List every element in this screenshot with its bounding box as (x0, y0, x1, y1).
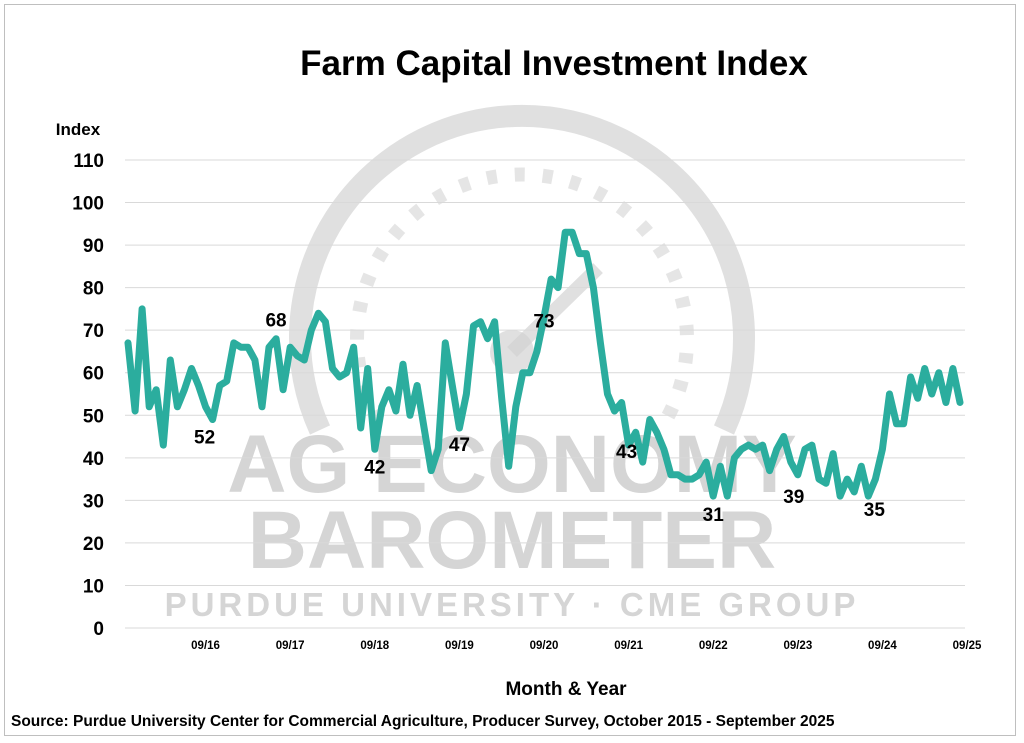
series-group (124, 228, 964, 500)
y-tick-label: 70 (83, 321, 104, 342)
series-line (124, 228, 964, 500)
gauge-icon (289, 104, 755, 435)
gridlines (125, 159, 965, 629)
y-tick-label: 100 (72, 194, 104, 215)
y-tick-label: 30 (83, 491, 104, 512)
y-axis-label: Index (56, 120, 101, 139)
y-tick-label: 60 (83, 364, 104, 385)
data-label: 52 (194, 428, 215, 449)
x-tick-label: 09/22 (699, 640, 728, 652)
y-tick-label: 50 (83, 406, 104, 427)
y-axis-ticks: 0 10 20 30 40 50 60 70 80 90 100 110 (72, 151, 104, 640)
data-label: 73 (533, 311, 554, 332)
x-tick-label: 09/24 (868, 640, 897, 652)
x-tick-label: 09/18 (360, 640, 389, 652)
data-label: 42 (364, 457, 385, 478)
x-axis-label: Month & Year (505, 679, 627, 700)
watermark-line2: BAROMETER (248, 495, 776, 586)
x-tick-label: 09/16 (191, 640, 220, 652)
data-label: 47 (449, 435, 470, 456)
y-tick-label: 20 (83, 534, 104, 555)
data-label: 35 (864, 500, 886, 521)
data-label: 39 (783, 487, 804, 508)
y-tick-label: 80 (83, 279, 104, 300)
x-axis-ticks: 09/16 09/17 09/18 09/19 09/20 09/21 09/22 09/23… (191, 640, 982, 652)
data-labels: 52 68 42 47 73 43 31 39 35 53 (194, 0, 981, 526)
x-tick-label: 09/23 (783, 640, 812, 652)
x-tick-label: 09/19 (445, 640, 474, 652)
chart-frame (4, 4, 1016, 736)
x-tick-label: 09/21 (614, 640, 643, 652)
y-tick-label: 90 (83, 236, 104, 257)
x-tick-label: 09/17 (276, 640, 305, 652)
x-tick-label: 09/25 (953, 640, 982, 652)
data-label: 68 (265, 311, 286, 332)
y-tick-label: 0 (93, 619, 104, 640)
y-tick-label: 40 (83, 449, 104, 470)
data-label: 31 (703, 505, 725, 526)
watermark-line3: PURDUE UNIVERSITY · CME GROUP (165, 586, 860, 623)
y-tick-label: 110 (73, 151, 104, 172)
x-tick-label: 09/20 (530, 640, 559, 652)
chart-title: Farm Capital Investment Index (300, 44, 808, 83)
source-note: Source: Purdue University Center for Com… (11, 713, 835, 730)
y-tick-label: 10 (83, 576, 104, 597)
watermark: AG ECONOMY BAROMETER PURDUE UNIVERSITY ·… (165, 104, 860, 623)
data-label: 53 (959, 0, 980, 5)
data-label: 43 (616, 442, 637, 463)
